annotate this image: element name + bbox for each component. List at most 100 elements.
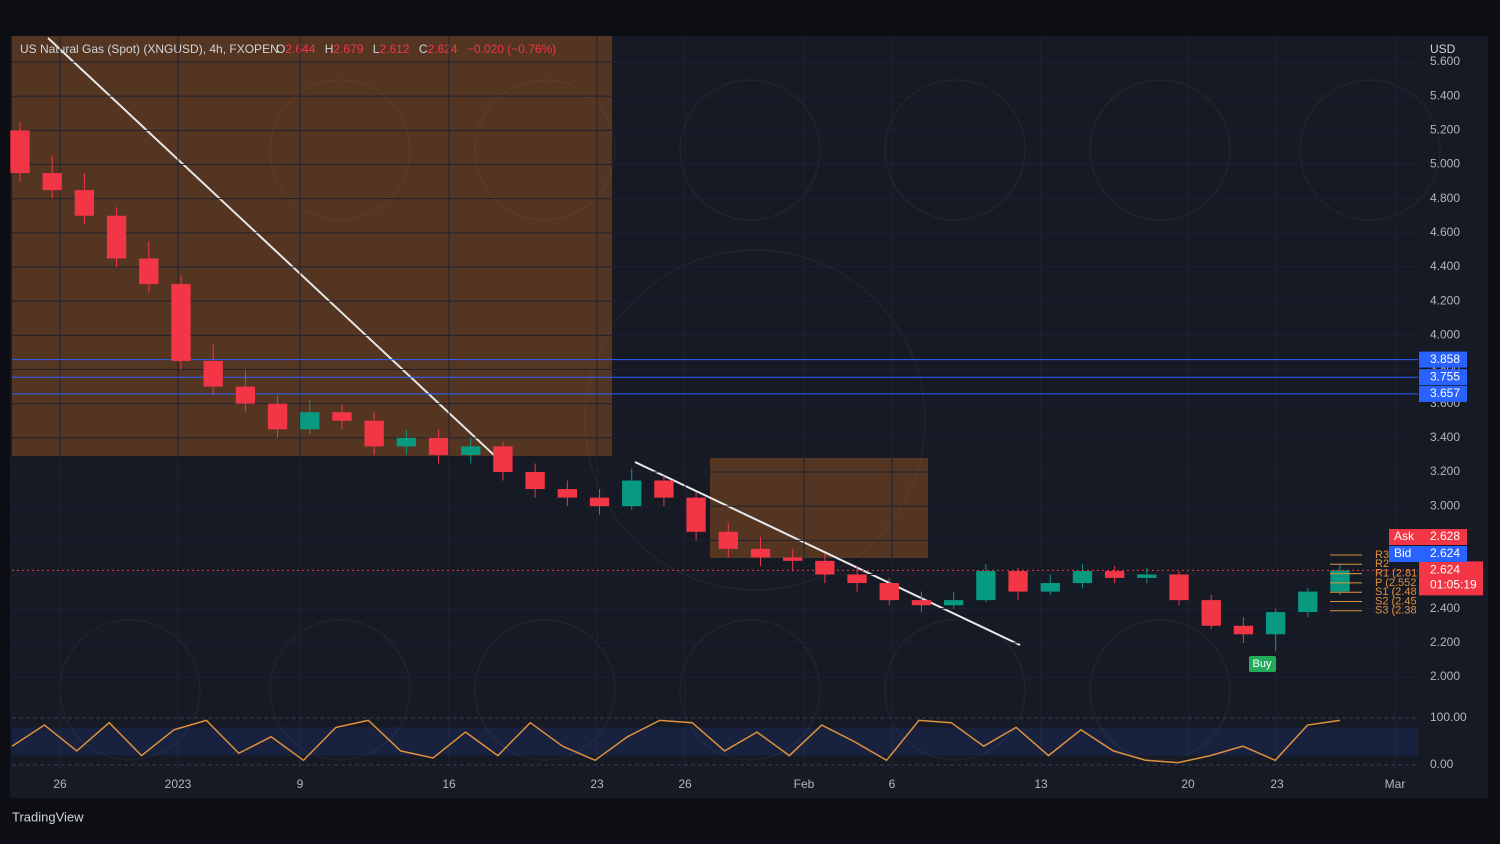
countdown: 01:05:19: [1430, 578, 1477, 592]
pivot-label: R1 (2.81: [1375, 568, 1417, 580]
level-label: 3.657: [1430, 386, 1460, 400]
candle-body: [1330, 570, 1350, 592]
candle-body: [815, 560, 835, 575]
candle-body: [1104, 571, 1125, 578]
candle-body: [461, 446, 481, 455]
brand[interactable]: TradingView: [12, 809, 84, 824]
y-tick-label: 3.200: [1430, 464, 1460, 478]
candle-body: [1233, 625, 1254, 635]
candle-body: [203, 360, 223, 387]
candle-body: [1072, 571, 1093, 584]
candle-body: [267, 403, 288, 430]
candle-body: [589, 497, 610, 507]
candle-body: [1265, 612, 1286, 635]
candle-body: [493, 446, 513, 472]
candle-body: [10, 130, 30, 174]
ask-value: 2.628: [1430, 529, 1460, 543]
candle-body: [428, 437, 449, 455]
l-label: L: [373, 42, 380, 56]
pivot-label: P (2.552: [1375, 577, 1416, 589]
ask-label: Ask: [1394, 529, 1415, 543]
y-tick-label: 5.600: [1430, 54, 1460, 68]
buy-tag: [1249, 656, 1276, 672]
x-tick-label: 20: [1181, 777, 1195, 791]
candle-body: [42, 173, 62, 191]
x-tick-label: 9: [297, 777, 304, 791]
y-tick-label: 3.000: [1430, 498, 1460, 512]
pivot-label: R3: [1375, 549, 1389, 561]
x-tick-label: 13: [1034, 777, 1048, 791]
ohlc: O2.644 H2.679 L2.612 C2.624 −0.020 (−0.7…: [276, 42, 556, 56]
bid-label: Bid: [1394, 546, 1411, 560]
last-tag: [1419, 561, 1483, 596]
candle-body: [718, 531, 738, 549]
x-tick-label: 2023: [165, 777, 192, 791]
level-label: 3.858: [1430, 352, 1460, 366]
l-value: 2.612: [379, 42, 409, 56]
o-value: 2.644: [285, 42, 315, 56]
candle-body: [74, 190, 95, 216]
candle-body: [300, 412, 320, 430]
change: −0.020 (−0.76%): [467, 42, 556, 56]
osc-tick-label: 100.00: [1430, 710, 1467, 724]
pivot-label: R2: [1375, 558, 1389, 570]
candle-body: [654, 480, 674, 498]
level-tag: [1419, 351, 1467, 368]
candle-body: [171, 284, 191, 361]
osc-tick-label: 0.00: [1430, 757, 1454, 771]
candle-body: [622, 480, 642, 507]
level-tag: [1419, 385, 1467, 402]
x-tick-label: 16: [442, 777, 456, 791]
level-label: 3.755: [1430, 369, 1460, 383]
candle-body: [396, 437, 416, 447]
candle-body: [1298, 591, 1318, 613]
buy-label: Buy: [1253, 658, 1272, 670]
x-tick-label: Feb: [794, 777, 815, 791]
c-label: C: [419, 42, 428, 56]
pivot-label: S1 (2.48: [1375, 586, 1417, 598]
x-tick-label: 6: [889, 777, 896, 791]
oscillator-line: [11, 719, 1341, 764]
candle-body: [1137, 574, 1157, 578]
x-tick-label: 23: [1270, 777, 1284, 791]
y-tick-label: 5.000: [1430, 157, 1460, 171]
candle-body: [750, 548, 771, 558]
level-tag: [1419, 369, 1467, 386]
chart-area: [10, 36, 1488, 798]
candle-body: [1201, 600, 1221, 626]
watermark: [59, 79, 1441, 761]
candle-body: [944, 600, 964, 606]
last-price: 2.624: [1430, 563, 1460, 577]
h-label: H: [325, 42, 334, 56]
candle-body: [106, 215, 127, 259]
ask-tag: [1389, 529, 1467, 545]
candle-body: [847, 574, 867, 584]
y-tick-label: 2.200: [1430, 635, 1460, 649]
y-tick-label: 4.200: [1430, 293, 1460, 307]
candle-body: [1008, 571, 1028, 592]
candle-body: [364, 420, 384, 447]
candle-body: [139, 258, 159, 285]
x-tick-label: 26: [53, 777, 67, 791]
candle-body: [525, 472, 545, 490]
bid-tag: [1389, 546, 1467, 562]
c-value: 2.624: [428, 42, 458, 56]
y-tick-label: 4.600: [1430, 225, 1460, 239]
x-tick-label: 26: [678, 777, 692, 791]
y-tick-label: 3.400: [1430, 430, 1460, 444]
pivot-label: S3 (2.38: [1375, 605, 1417, 617]
candle-body: [557, 489, 577, 498]
candle-body: [911, 600, 932, 606]
y-tick-label: 4.400: [1430, 259, 1460, 273]
h-value: 2.679: [333, 42, 363, 56]
candle-body: [879, 583, 899, 601]
x-tick-label: 23: [590, 777, 604, 791]
o-label: O: [276, 42, 285, 56]
pivot-label: S2 (2.45: [1375, 595, 1417, 607]
candle-body: [332, 412, 352, 421]
y-tick-label: 5.200: [1430, 123, 1460, 137]
bid-value: 2.624: [1430, 546, 1460, 560]
x-tick-label: Mar: [1385, 777, 1406, 791]
symbol-title: US Natural Gas (Spot) (XNGUSD), 4h, FXOP…: [20, 42, 279, 56]
